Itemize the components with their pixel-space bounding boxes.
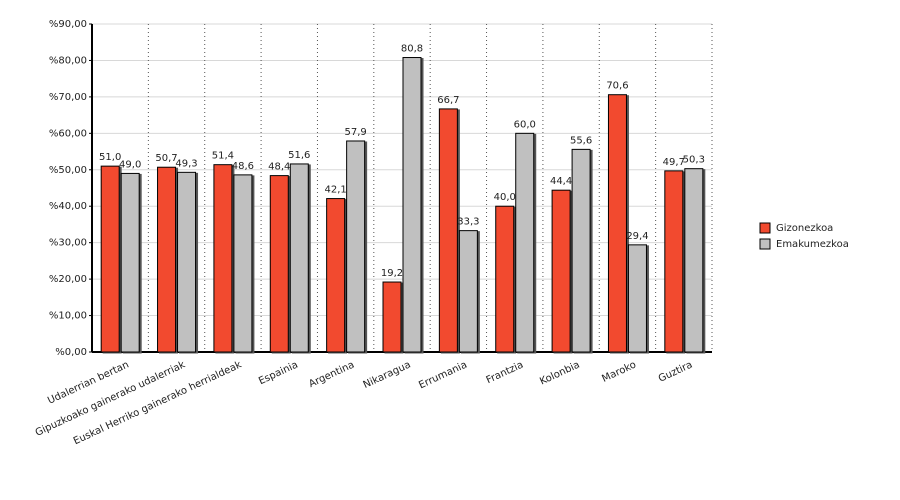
value-label: 49,7 [663, 157, 685, 168]
value-label: 57,9 [345, 127, 367, 138]
value-label: 49,3 [175, 158, 197, 169]
value-label: 51,0 [99, 152, 121, 163]
y-tick-label: %0,00 [55, 347, 87, 358]
value-label: 50,7 [155, 153, 177, 164]
x-tick-label: Nikaragua [362, 359, 413, 391]
bar [269, 175, 289, 353]
bar [458, 230, 478, 353]
bar [289, 163, 309, 353]
value-label: 80,8 [401, 44, 423, 55]
value-label: 51,6 [288, 150, 310, 161]
bar [326, 198, 346, 353]
value-label: 19,2 [381, 268, 403, 279]
value-label: 60,0 [514, 119, 536, 130]
bar [571, 148, 591, 353]
y-tick-label: %10,00 [49, 311, 87, 322]
bar [684, 168, 704, 353]
x-tick-label: Maroko [600, 359, 638, 384]
x-tick-label: Espainia [257, 359, 300, 387]
bar [664, 170, 684, 353]
value-label: 33,3 [457, 217, 479, 228]
bar [551, 189, 571, 353]
bar [213, 164, 233, 353]
value-label: 49,0 [119, 159, 141, 170]
bar [233, 174, 253, 353]
bar [100, 165, 120, 353]
value-label: 42,1 [325, 185, 347, 196]
value-label: 40,0 [494, 192, 516, 203]
bar [157, 166, 177, 353]
y-tick-label: %80,00 [49, 55, 87, 66]
bar [382, 281, 402, 353]
bar [607, 94, 627, 353]
y-tick-label: %40,00 [49, 201, 87, 212]
value-label: 48,4 [268, 162, 290, 173]
y-tick-label: %60,00 [49, 128, 87, 139]
y-tick-label: %50,00 [49, 165, 87, 176]
x-tick-label: Frantzia [485, 359, 526, 386]
x-tick-label: Errumania [417, 359, 469, 391]
y-tick-label: %20,00 [49, 274, 87, 285]
y-tick-label: %70,00 [49, 92, 87, 103]
bar [402, 57, 422, 353]
bar [177, 171, 197, 353]
y-tick-label: %30,00 [49, 238, 87, 249]
x-tick-label: Argentina [307, 359, 356, 390]
bar [515, 132, 535, 353]
bar [120, 172, 140, 353]
legend-swatch [759, 222, 771, 234]
legend-swatch [759, 238, 771, 250]
value-label: 50,3 [683, 155, 705, 166]
value-label: 55,6 [570, 135, 592, 146]
bar [438, 108, 458, 353]
bar [346, 140, 366, 353]
value-label: 66,7 [437, 95, 459, 106]
legend-label: Gizonezkoa [776, 223, 833, 234]
bar [495, 205, 515, 353]
value-label: 51,4 [212, 151, 234, 162]
value-label: 29,4 [626, 231, 648, 242]
value-label: 44,4 [550, 176, 572, 187]
value-label: 48,6 [232, 161, 254, 172]
x-tick-label: Guztira [657, 359, 695, 384]
legend-label: Emakumezkoa [776, 239, 849, 250]
y-tick-label: %90,00 [49, 19, 87, 30]
bar [627, 244, 647, 353]
x-tick-label: Kolonbia [538, 359, 581, 387]
value-label: 70,6 [606, 81, 628, 92]
